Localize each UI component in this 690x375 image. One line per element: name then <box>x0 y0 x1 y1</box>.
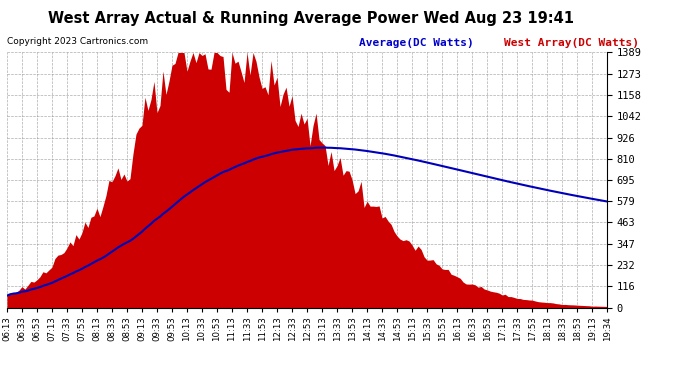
Text: West Array(DC Watts): West Array(DC Watts) <box>504 38 639 48</box>
Text: Average(DC Watts): Average(DC Watts) <box>359 38 473 48</box>
Text: Copyright 2023 Cartronics.com: Copyright 2023 Cartronics.com <box>7 38 148 46</box>
Text: West Array Actual & Running Average Power Wed Aug 23 19:41: West Array Actual & Running Average Powe… <box>48 11 573 26</box>
